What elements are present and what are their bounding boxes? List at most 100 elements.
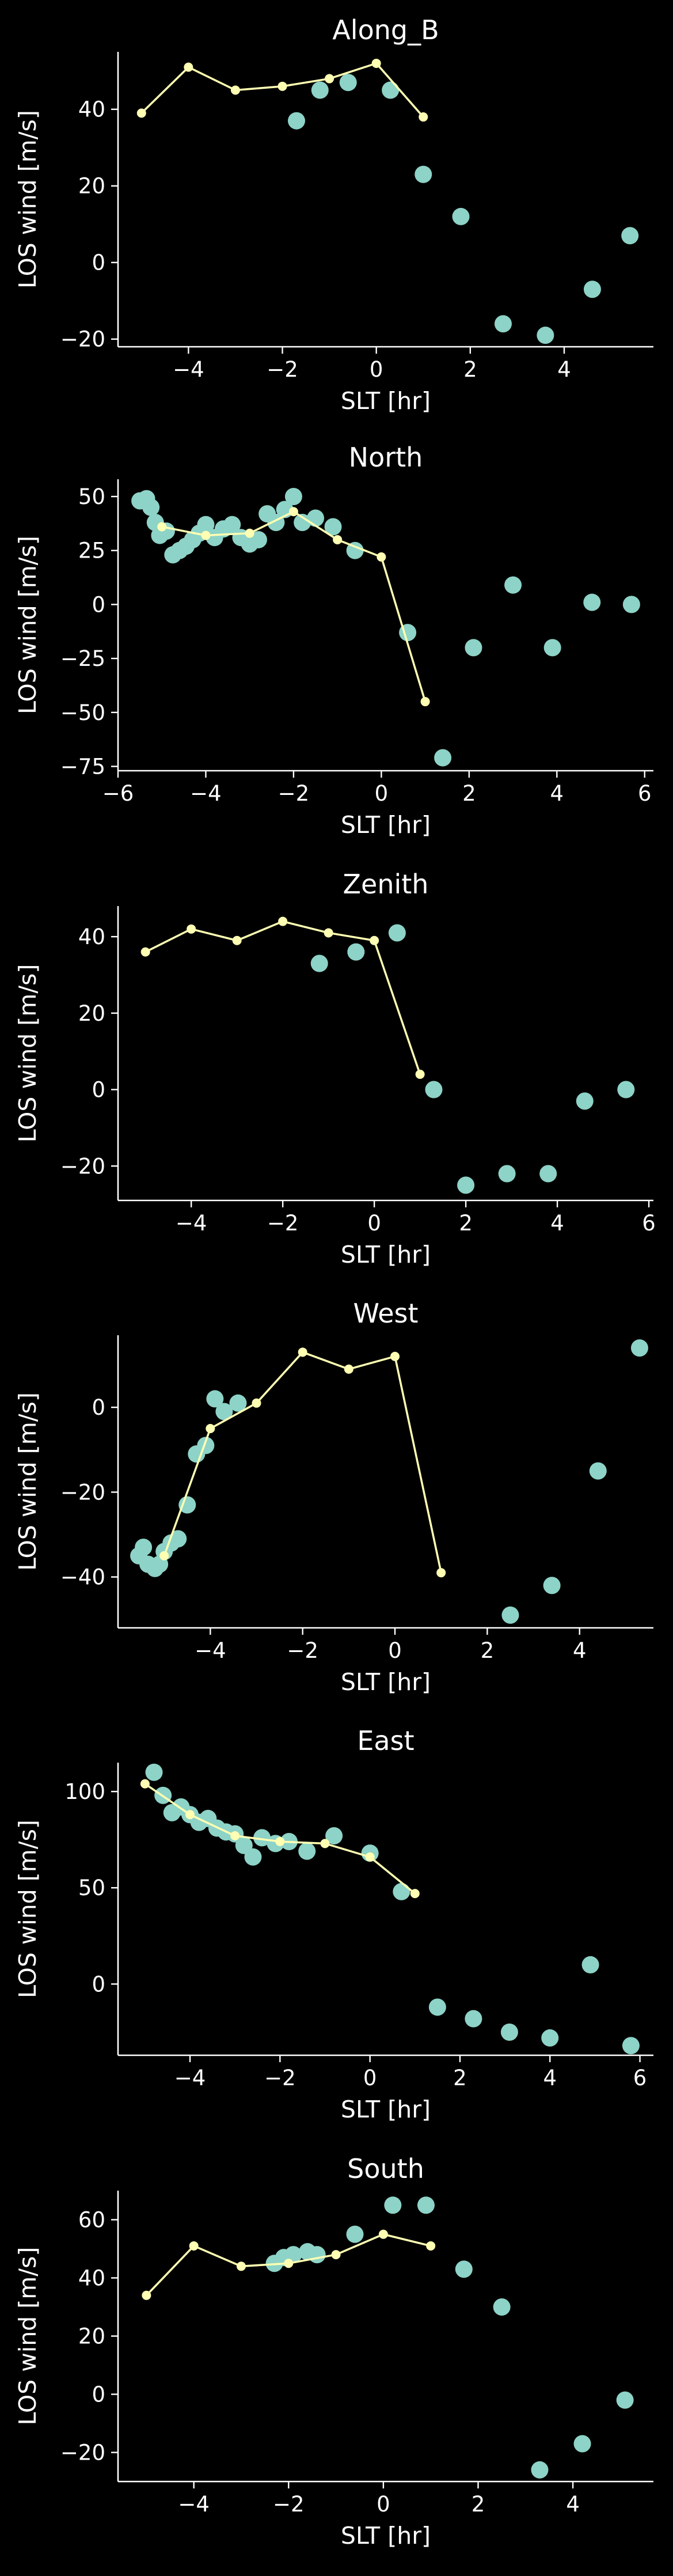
scatter-point xyxy=(425,1081,443,1098)
chart-title: East xyxy=(357,1725,414,1756)
line-marker xyxy=(230,1831,240,1840)
scatter-point xyxy=(310,954,328,972)
scatter-point xyxy=(324,518,342,536)
y-axis-label: LOS wind [m/s] xyxy=(14,536,41,714)
scatter-point xyxy=(543,639,561,657)
y-tick-label: 50 xyxy=(78,1876,105,1900)
x-tick-label: −2 xyxy=(278,781,310,806)
scatter-point xyxy=(501,1606,519,1624)
x-tick-label: −2 xyxy=(264,2066,296,2090)
x-tick-label: −4 xyxy=(190,781,222,806)
chart-title: West xyxy=(353,1298,418,1329)
scatter-point xyxy=(415,165,432,183)
scatter-point xyxy=(229,1394,247,1412)
scatter-point xyxy=(169,1530,187,1548)
y-tick-label: 0 xyxy=(92,592,105,617)
scatter-point xyxy=(145,1763,163,1781)
scatter-point xyxy=(308,2246,326,2264)
scatter-point xyxy=(253,1829,271,1847)
y-tick-label: 40 xyxy=(78,925,105,949)
line-marker xyxy=(365,1852,375,1862)
scatter-point xyxy=(307,509,325,527)
scatter-point xyxy=(498,1165,516,1183)
scatter-point xyxy=(346,2225,364,2243)
scatter-point xyxy=(249,531,267,548)
scatter-point xyxy=(388,924,406,942)
line-marker xyxy=(377,552,386,562)
scatter-point xyxy=(298,1842,316,1860)
y-tick-label: 60 xyxy=(78,2208,105,2233)
line-marker xyxy=(142,2290,151,2300)
scatter-point xyxy=(347,943,365,961)
y-tick-label: 0 xyxy=(92,2382,105,2407)
scatter-point xyxy=(622,2037,640,2055)
x-tick-label: 4 xyxy=(550,1211,564,1236)
x-tick-label: 6 xyxy=(633,2066,647,2090)
scatter-point xyxy=(197,516,215,533)
scatter-point xyxy=(531,2461,549,2479)
line-marker xyxy=(136,108,146,118)
x-tick-label: 0 xyxy=(370,357,383,382)
scatter-point xyxy=(493,2298,511,2316)
scatter-point xyxy=(384,2196,402,2214)
line-marker xyxy=(275,1837,285,1847)
line-marker xyxy=(206,1423,215,1433)
scatter-point xyxy=(206,1390,224,1408)
x-axis-label: SLT [hr] xyxy=(341,1241,431,1268)
line-marker xyxy=(426,2241,436,2251)
x-axis-label: SLT [hr] xyxy=(341,1668,431,1696)
scatter-point xyxy=(294,513,311,531)
y-tick-label: 100 xyxy=(64,1779,105,1804)
x-tick-label: 2 xyxy=(481,1638,495,1663)
scatter-point xyxy=(500,2023,518,2041)
y-tick-label: −20 xyxy=(60,327,105,352)
line-marker xyxy=(185,1810,195,1820)
scatter-point xyxy=(417,2196,435,2214)
scatter-point xyxy=(434,749,452,767)
scatter-point xyxy=(244,1848,262,1866)
y-tick-label: 0 xyxy=(92,1395,105,1420)
line-marker xyxy=(325,74,334,84)
scatter-point xyxy=(504,576,522,594)
scatter-point xyxy=(197,1437,215,1454)
scatter-point xyxy=(325,1827,343,1844)
line-marker xyxy=(419,112,428,122)
y-tick-label: −75 xyxy=(60,755,105,779)
scatter-point xyxy=(583,281,601,298)
scatter-point xyxy=(583,593,601,611)
x-tick-label: −4 xyxy=(178,2492,210,2517)
line-marker xyxy=(378,2229,388,2239)
line-marker xyxy=(232,935,242,945)
y-axis-label: LOS wind [m/s] xyxy=(14,1392,41,1571)
scatter-point xyxy=(616,2391,634,2409)
line-marker xyxy=(371,58,381,68)
x-tick-label: 2 xyxy=(459,1211,473,1236)
line-marker xyxy=(278,916,288,926)
line-marker xyxy=(157,522,167,532)
scatter-point xyxy=(630,1339,648,1357)
scatter-point xyxy=(576,1092,594,1110)
y-tick-label: −20 xyxy=(60,2441,105,2465)
y-axis-label: LOS wind [m/s] xyxy=(14,964,41,1143)
scatter-point xyxy=(215,1403,233,1420)
scatter-point xyxy=(178,1496,196,1514)
y-tick-label: 0 xyxy=(92,1972,105,1997)
line-marker xyxy=(159,1551,169,1560)
x-tick-label: 2 xyxy=(462,781,476,806)
y-tick-label: −20 xyxy=(60,1480,105,1505)
line-marker xyxy=(370,935,379,945)
x-tick-label: 4 xyxy=(557,357,571,382)
x-tick-label: −4 xyxy=(176,1211,207,1236)
scatter-point xyxy=(339,74,357,92)
y-tick-label: 20 xyxy=(78,174,105,199)
y-tick-label: 0 xyxy=(92,1078,105,1103)
scatter-point xyxy=(457,1176,475,1194)
scatter-point xyxy=(142,498,160,516)
line-marker xyxy=(187,924,196,934)
x-tick-label: 2 xyxy=(453,2066,467,2090)
scatter-point xyxy=(541,2029,559,2047)
